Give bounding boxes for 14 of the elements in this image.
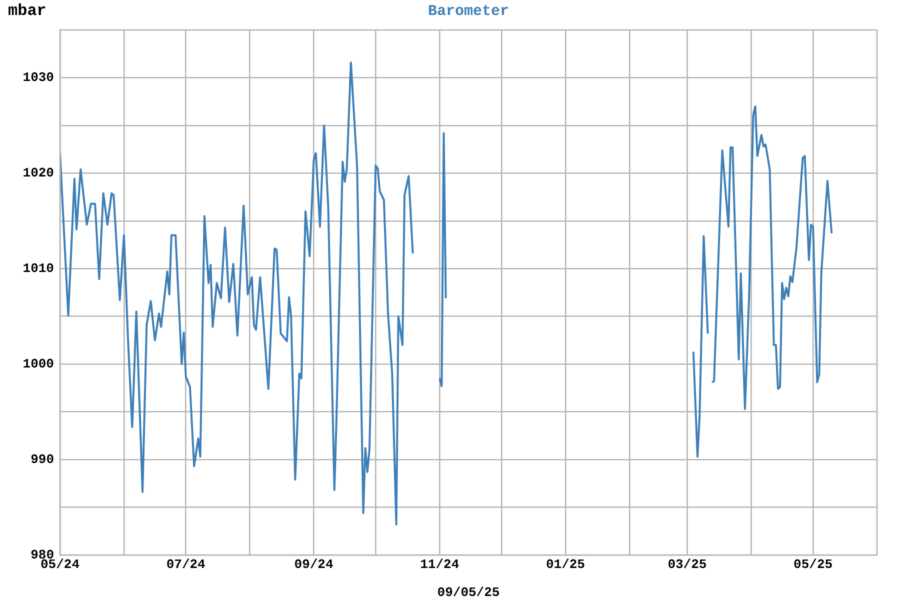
y-tick-label: 990 — [30, 452, 54, 467]
y-tick-label: 1000 — [22, 356, 54, 372]
x-tick-label: 05/25 — [794, 557, 833, 572]
x-tick-label: 07/24 — [166, 557, 206, 572]
y-tick-label: 1030 — [22, 70, 54, 86]
x-tick-label: 01/25 — [546, 557, 586, 572]
chart-title: Barometer — [428, 3, 510, 20]
y-tick-label: 1010 — [22, 260, 54, 276]
x-tick-label: 03/25 — [668, 557, 707, 572]
x-tick-label: 09/24 — [294, 557, 334, 572]
y-axis-title: mbar — [8, 2, 46, 20]
y-tick-label: 1020 — [22, 165, 54, 180]
x-tick-label: 11/24 — [420, 557, 460, 572]
x-axis-title: 09/05/25 — [437, 585, 500, 600]
